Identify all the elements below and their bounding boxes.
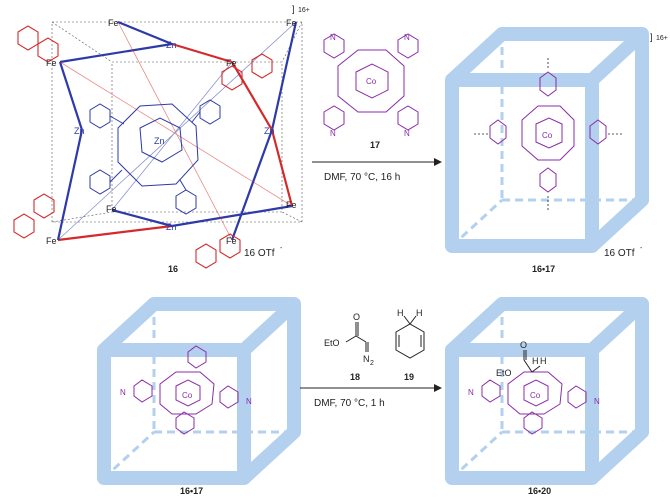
product-charge: 16+ <box>656 35 668 42</box>
top-arrow <box>312 158 442 166</box>
bottom-arrow <box>300 384 442 392</box>
pyridine-n-label: N <box>404 33 410 42</box>
zn-label: Zn <box>264 126 275 136</box>
cobalt-label: Co <box>530 391 541 400</box>
product-counterion: 16 OTf <box>604 248 635 259</box>
cage-16: Fe Fe Fe Fe Fe Fe Fe Fe Zn Zn Zn Zn Zn ]… <box>13 4 310 274</box>
fe-label: Fe <box>226 58 237 68</box>
diazo-n-label: N <box>363 354 370 364</box>
cobalt-label: Co <box>366 77 377 86</box>
ester-o-label: O <box>353 312 360 322</box>
pyridine-n-label: N <box>594 397 600 406</box>
bottom-left-number: 16•17 <box>180 486 203 496</box>
reagent-17-number: 17 <box>370 140 380 150</box>
fe-label: Fe <box>46 236 57 246</box>
bottom-right-number: 16•20 <box>528 486 551 496</box>
porphyrin-17: Co N N N N 17 <box>323 33 419 150</box>
cube-16-17: Co ] 16+ 16 OTf - 16•17 <box>445 27 668 274</box>
zn-center-label: Zn <box>154 136 165 146</box>
zn-label: Zn <box>74 126 85 136</box>
product-eto-label: EtO <box>496 368 512 378</box>
hydrogen-label: H <box>540 356 547 366</box>
diazo-n-subscript: 2 <box>370 360 374 367</box>
pyridine-n-label: N <box>330 129 336 138</box>
cobalt-label: Co <box>182 391 193 400</box>
hydrogen-label: H <box>397 308 404 318</box>
hydrogen-label: H <box>532 356 539 366</box>
fe-label: Fe <box>286 200 297 210</box>
pyridine-n-label: N <box>330 33 336 42</box>
top-conditions: DMF, 70 °C, 16 h <box>324 172 400 183</box>
cube-16-20: EtO O H H Co N N 16•20 <box>445 297 649 496</box>
zn-label: Zn <box>166 222 177 232</box>
reagent-18: EtO O N 2 18 <box>324 312 374 382</box>
cage-charge-bracket: ] <box>292 4 295 14</box>
product-charge-bracket: ] <box>650 32 653 42</box>
ester-eto-label: EtO <box>324 338 340 348</box>
pyridine-n-label: N <box>404 129 410 138</box>
pyridine-n-label: N <box>246 397 252 406</box>
reagent-19: H H 19 <box>395 308 425 382</box>
reagent-19-number: 19 <box>404 372 414 382</box>
cage-charge: 16+ <box>298 7 310 14</box>
cage-counterion-sup: - <box>280 245 283 252</box>
zn-label: Zn <box>166 40 177 50</box>
pyridine-n-label: N <box>120 388 126 397</box>
cube-16-17-bottom: Co N N 16•17 <box>97 297 301 496</box>
fe-label: Fe <box>46 58 57 68</box>
cage-number: 16 <box>168 264 178 274</box>
cobalt-label: Co <box>542 131 553 140</box>
cage-counterion: 16 OTf <box>244 248 275 259</box>
reagent-18-number: 18 <box>350 372 360 382</box>
fe-label: Fe <box>108 18 119 28</box>
product-o-label: O <box>520 340 527 350</box>
hydrogen-label: H <box>416 308 423 318</box>
fe-label: Fe <box>226 236 237 246</box>
bottom-conditions: DMF, 70 °C, 1 h <box>314 398 385 409</box>
pyridine-n-label: N <box>468 388 474 397</box>
fe-label: Fe <box>106 204 117 214</box>
product-counterion-sup: - <box>640 245 643 252</box>
fe-label: Fe <box>286 18 297 28</box>
product-number: 16•17 <box>532 264 555 274</box>
